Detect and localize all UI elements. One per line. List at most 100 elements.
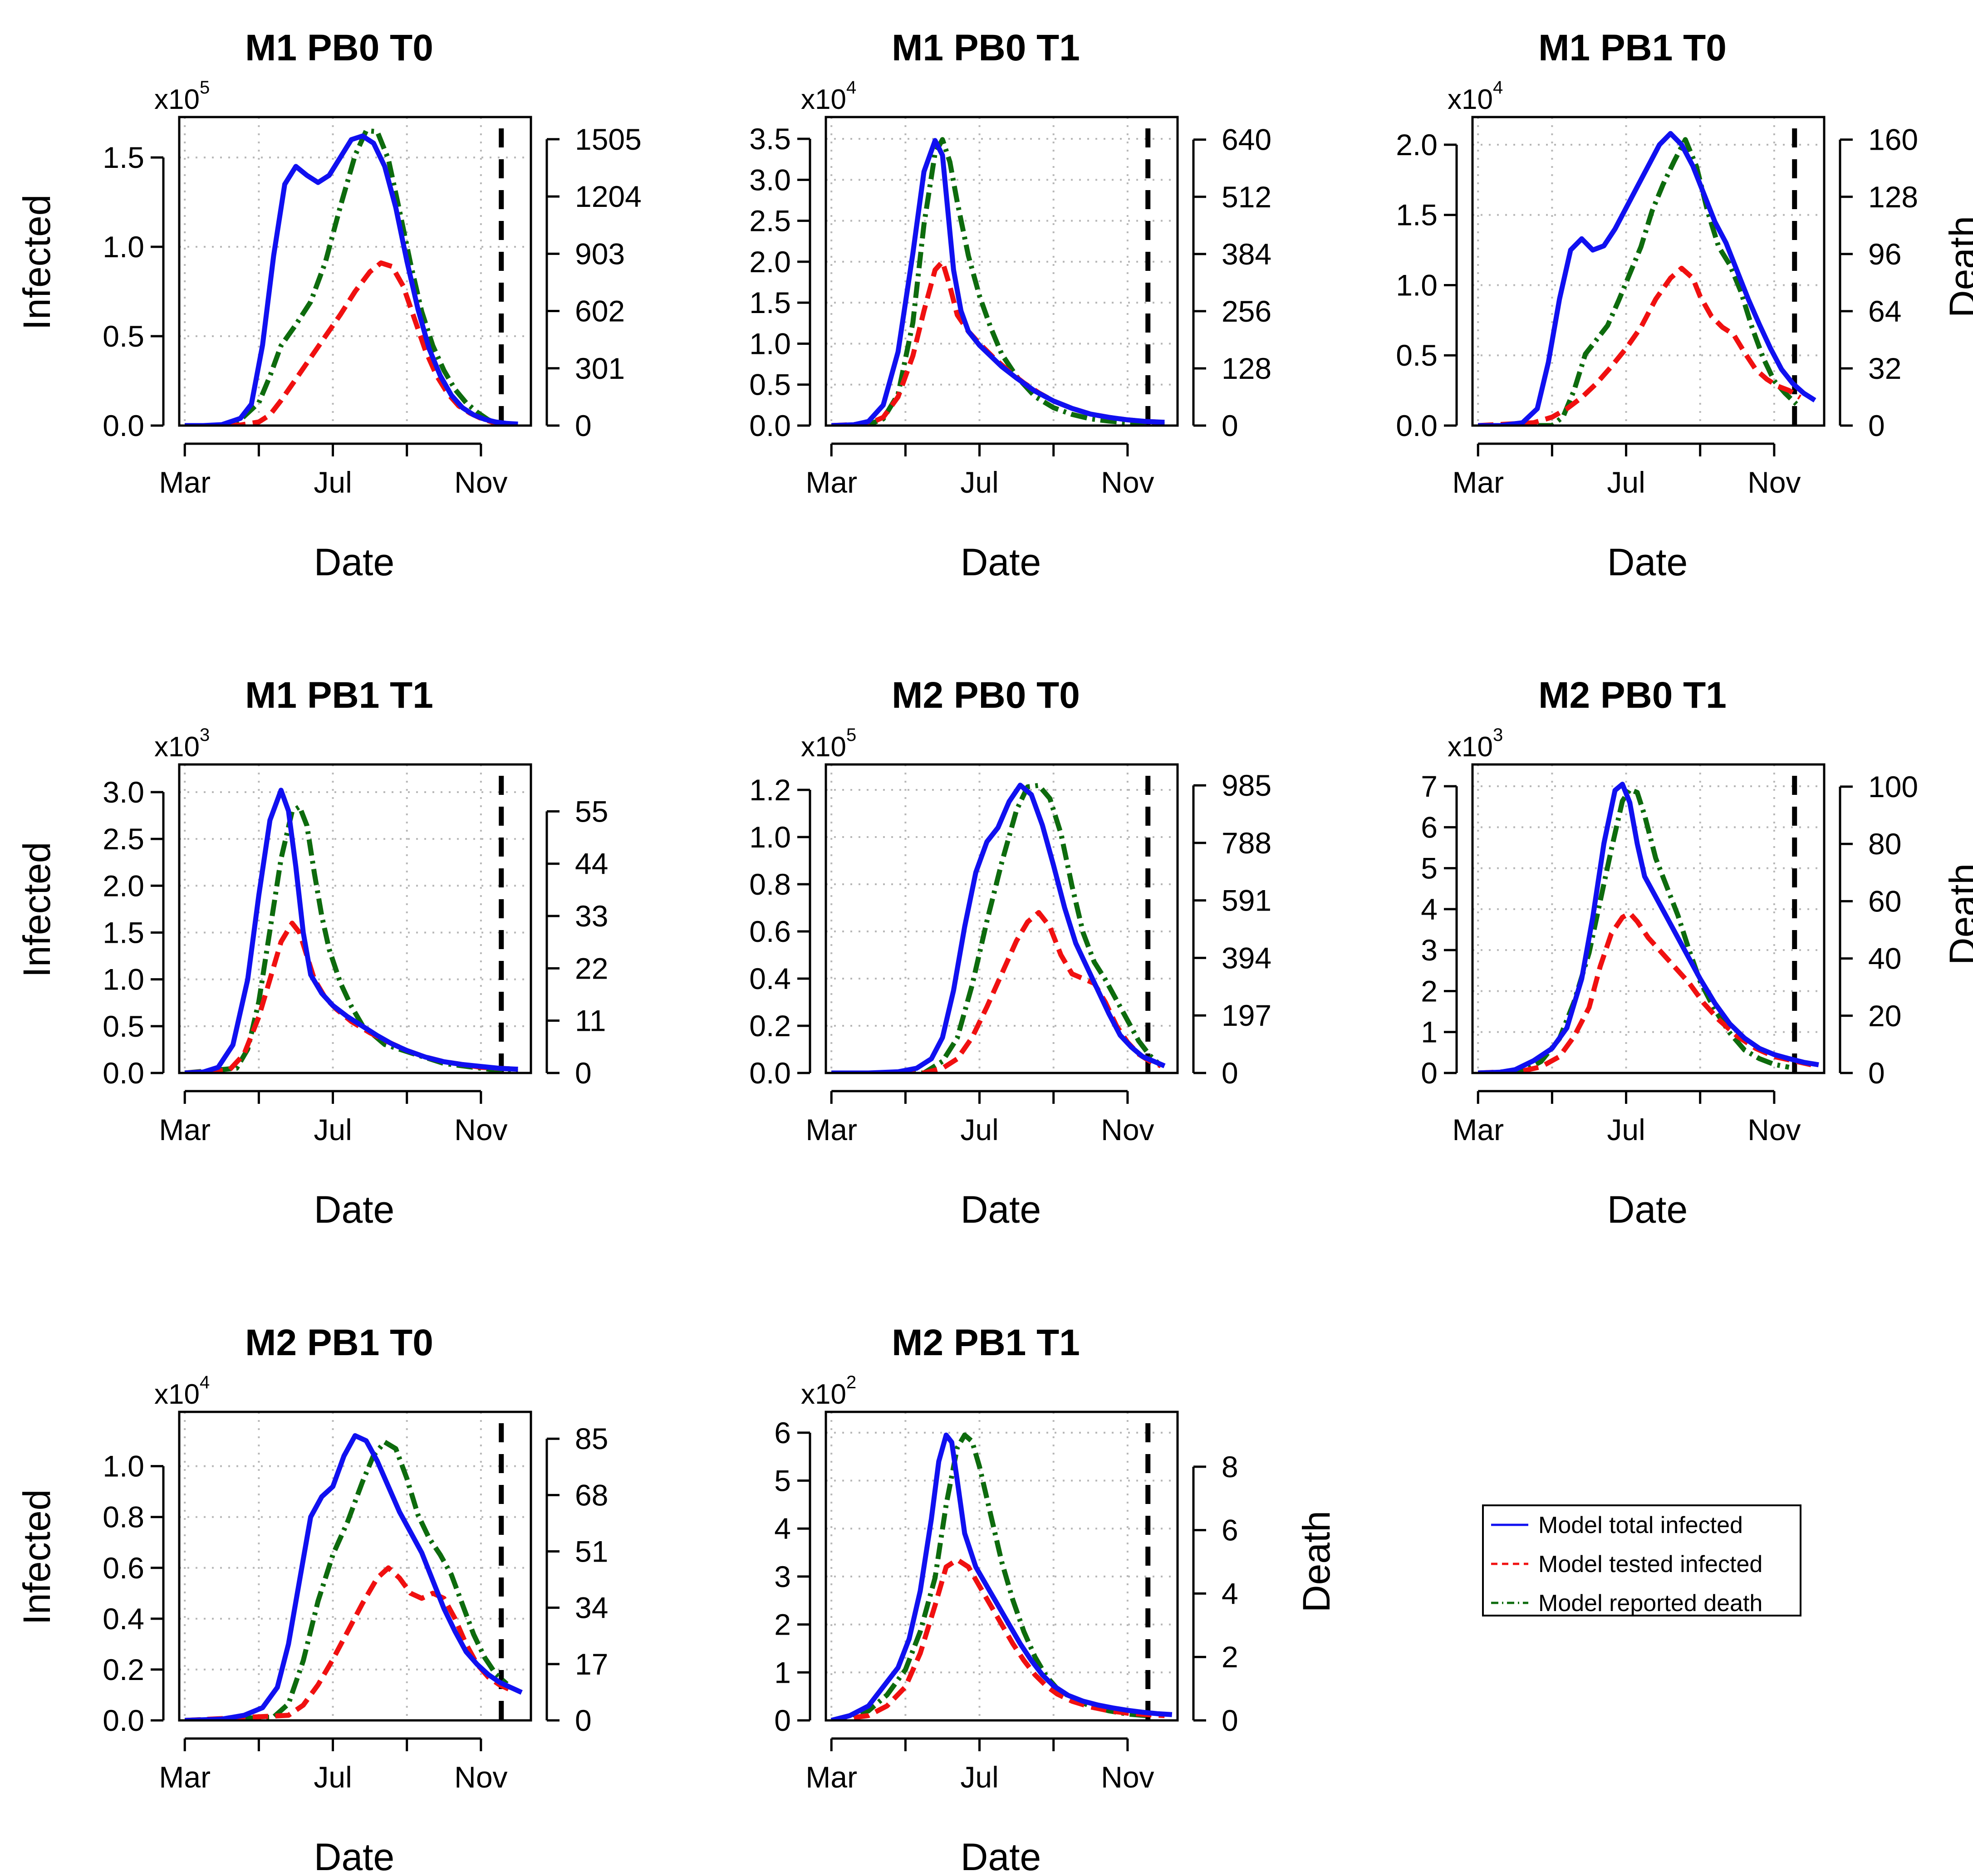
x-tick-label: Mar bbox=[1452, 465, 1504, 499]
x-axis-label: Date bbox=[1607, 541, 1688, 583]
y-tick-label: 1.5 bbox=[103, 916, 144, 949]
y2-tick-label: 80 bbox=[1868, 827, 1901, 861]
y-tick-label: 0.0 bbox=[749, 1056, 791, 1090]
x-tick-label: Jul bbox=[960, 465, 998, 499]
x-tick-label: Jul bbox=[1607, 1113, 1645, 1146]
y2-axis-label: Death bbox=[1942, 863, 1973, 965]
x-tick-label: Jul bbox=[314, 465, 352, 499]
y-tick-label: 5 bbox=[1421, 852, 1438, 885]
x-tick-label: Jul bbox=[314, 1760, 352, 1794]
y2-tick-label: 4 bbox=[1222, 1577, 1238, 1610]
series-total-line bbox=[184, 788, 518, 1073]
y2-tick-label: 100 bbox=[1868, 770, 1918, 803]
y-tick-label: 1 bbox=[1421, 1015, 1438, 1049]
y-axis-label: Infected bbox=[15, 1489, 58, 1625]
y-tick-label: 2.5 bbox=[749, 204, 791, 238]
y-tick-label: 0.6 bbox=[103, 1551, 144, 1585]
panel-title: M2 PB1 T1 bbox=[892, 1322, 1080, 1363]
y-tick-label: 0.5 bbox=[103, 319, 144, 353]
y2-tick-label: 17 bbox=[575, 1647, 608, 1681]
series-death-line bbox=[831, 137, 1165, 426]
plot-frame bbox=[178, 1411, 532, 1722]
series-total-line bbox=[831, 138, 1165, 426]
panel-title: M2 PB1 T0 bbox=[245, 1322, 433, 1363]
y2-tick-label: 985 bbox=[1222, 769, 1271, 802]
y-multiplier: x103 bbox=[154, 725, 210, 763]
series-total-line bbox=[831, 783, 1166, 1073]
plot-frame bbox=[1471, 116, 1826, 427]
y2-tick-label: 1505 bbox=[575, 122, 642, 156]
y2-tick-label: 384 bbox=[1222, 237, 1271, 271]
y2-tick-label: 0 bbox=[1868, 409, 1885, 442]
y2-tick-label: 591 bbox=[1222, 884, 1271, 917]
x-tick-label: Mar bbox=[159, 1113, 211, 1146]
y-tick-label: 0.2 bbox=[103, 1653, 144, 1686]
x-tick-label: Nov bbox=[454, 1760, 507, 1794]
series-tested-line bbox=[831, 1557, 1165, 1720]
panel-m1-pb1-t1: Mar Jul Nov 0.0 0.5 1.0 1.5 2.0 2.5 3.0 0 11 22 33 44 5… bbox=[15, 675, 608, 1231]
legend-box bbox=[1482, 1504, 1801, 1616]
panel-title: M1 PB0 T1 bbox=[892, 27, 1080, 69]
y-tick-label: 2.0 bbox=[749, 245, 791, 279]
x-tick-label: Nov bbox=[454, 1113, 507, 1146]
y-tick-label: 1.0 bbox=[749, 820, 791, 854]
x-tick-label: Nov bbox=[1747, 465, 1801, 499]
y-multiplier-exponent: 3 bbox=[1493, 725, 1503, 745]
y-tick-label: 6 bbox=[1421, 810, 1438, 844]
y-tick-label: 1.0 bbox=[1396, 268, 1438, 302]
y-tick-label: 0.8 bbox=[103, 1500, 144, 1534]
y2-tick-label: 512 bbox=[1222, 180, 1271, 214]
plot-frame bbox=[1471, 763, 1826, 1074]
y2-tick-label: 40 bbox=[1868, 942, 1901, 975]
y2-tick-label: 68 bbox=[575, 1478, 608, 1512]
y2-tick-label: 0 bbox=[1222, 1704, 1238, 1737]
x-tick-label: Jul bbox=[960, 1113, 998, 1146]
series-total-line bbox=[185, 133, 518, 426]
y2-tick-label: 903 bbox=[575, 237, 625, 270]
y-axis-label: Infected bbox=[15, 195, 58, 330]
y-tick-label: 2 bbox=[1421, 974, 1438, 1008]
series-death-line bbox=[185, 128, 501, 426]
y2-tick-label: 0 bbox=[1868, 1056, 1885, 1090]
panel-m1-pb0-t1: Mar Jul Nov 0.0 0.5 1.0 1.5 2.0 2.5 3.0 3.5 0 128 256… bbox=[749, 27, 1271, 583]
y-multiplier-exponent: 5 bbox=[846, 725, 856, 745]
legend-label-tested: Model tested infected bbox=[1538, 1551, 1762, 1577]
x-axis-label: Date bbox=[961, 1836, 1041, 1874]
y2-tick-label: 55 bbox=[575, 794, 608, 828]
panel-m2-pb1-t0: Mar Jul Nov 0.0 0.2 0.4 0.6 0.8 1.0 0 17 34 51 68 85 M2… bbox=[15, 1322, 608, 1876]
y2-tick-label: 0 bbox=[1222, 1056, 1238, 1090]
y-tick-label: 3 bbox=[774, 1560, 791, 1593]
x-tick-label: Nov bbox=[1747, 1113, 1801, 1146]
x-tick-label: Mar bbox=[159, 1760, 211, 1794]
y-multiplier-exponent: 4 bbox=[846, 78, 856, 98]
y-tick-label: 1.0 bbox=[103, 963, 144, 996]
panels: Mar Jul Nov0.00.51.01.5030160290312041505M… bbox=[15, 27, 1973, 1876]
plot-frame bbox=[825, 1411, 1179, 1722]
panel-m2-pb1-t1: Mar Jul Nov 0 1 2 3 4 5 6 0 2 4 6 8 M2 PB1 T1 x102 Date De… bbox=[774, 1322, 1338, 1876]
y2-tick-label: 60 bbox=[1868, 884, 1901, 918]
y-tick-label: 0.4 bbox=[103, 1602, 144, 1636]
y-tick-label: 3 bbox=[1421, 933, 1438, 967]
plot-frame bbox=[178, 116, 532, 427]
y-tick-label: 1.0 bbox=[103, 230, 144, 264]
y2-tick-label: 256 bbox=[1222, 294, 1271, 328]
x-axis-label: Date bbox=[314, 1188, 394, 1231]
y-tick-label: 0.5 bbox=[103, 1009, 144, 1043]
y2-axis-label: Death bbox=[1942, 216, 1973, 318]
y-multiplier-exponent: 2 bbox=[846, 1372, 856, 1392]
x-tick-label: Jul bbox=[960, 1760, 998, 1794]
x-tick-label: Nov bbox=[454, 465, 507, 499]
y-tick-label: 0.0 bbox=[749, 409, 791, 442]
y2-tick-label: 788 bbox=[1222, 826, 1271, 860]
y-tick-label: 5 bbox=[774, 1464, 791, 1498]
series-total-line bbox=[1478, 131, 1816, 426]
series-total-line bbox=[1477, 782, 1819, 1073]
y-tick-label: 1.5 bbox=[103, 141, 144, 174]
y-tick-label: 0.0 bbox=[103, 409, 144, 442]
y2-tick-label: 301 bbox=[575, 352, 625, 385]
y2-tick-label: 0 bbox=[1222, 409, 1238, 442]
y2-axis-label: Death bbox=[1295, 1511, 1338, 1612]
y2-tick-label: 22 bbox=[575, 951, 608, 985]
y-tick-label: 1.5 bbox=[1396, 198, 1438, 232]
